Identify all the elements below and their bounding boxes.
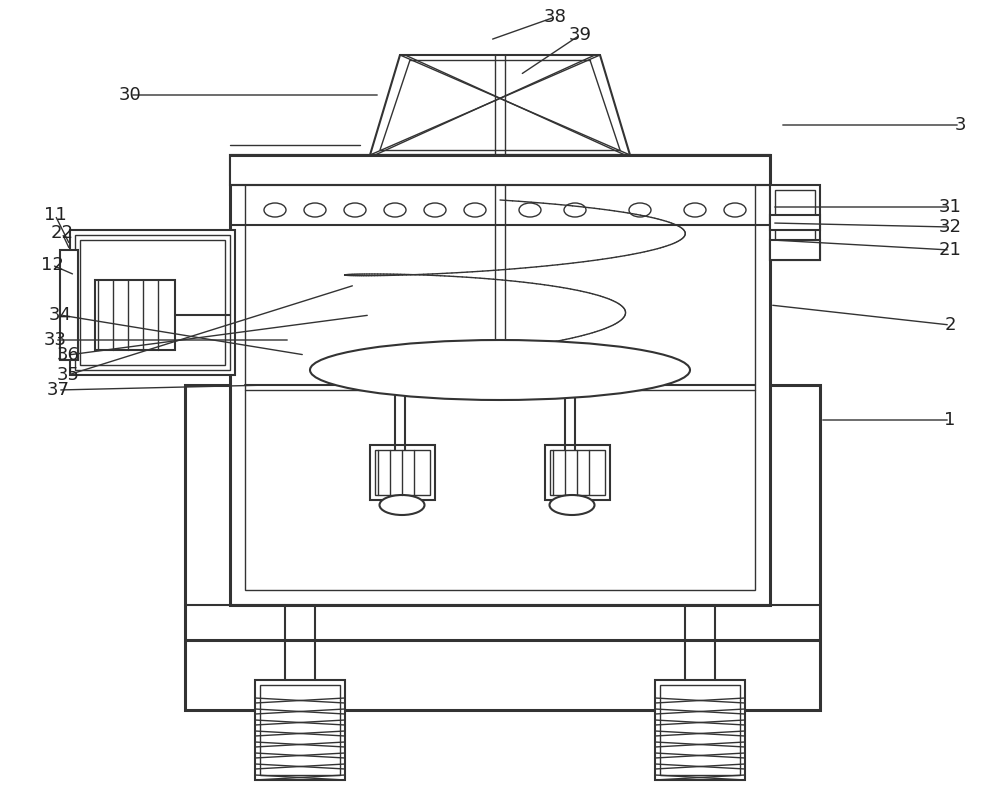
Text: 37: 37 bbox=[46, 381, 70, 399]
Bar bbox=[370, 370, 430, 390]
Text: 12: 12 bbox=[41, 256, 63, 274]
Bar bbox=[260, 685, 340, 775]
Ellipse shape bbox=[464, 203, 486, 217]
Text: 38: 38 bbox=[544, 8, 566, 26]
Bar bbox=[770, 215, 820, 230]
Bar bbox=[185, 385, 820, 710]
Text: 21: 21 bbox=[939, 241, 961, 259]
Text: 22: 22 bbox=[50, 224, 74, 242]
Ellipse shape bbox=[724, 203, 746, 217]
Text: 1: 1 bbox=[944, 411, 956, 429]
Ellipse shape bbox=[564, 203, 586, 217]
Bar bbox=[550, 450, 605, 495]
Ellipse shape bbox=[424, 203, 446, 217]
Ellipse shape bbox=[684, 203, 706, 217]
Bar bbox=[230, 155, 770, 185]
Bar bbox=[655, 680, 745, 780]
Bar bbox=[255, 680, 345, 780]
Text: 32: 32 bbox=[938, 218, 962, 236]
Ellipse shape bbox=[519, 203, 541, 217]
Ellipse shape bbox=[304, 203, 326, 217]
Bar bbox=[60, 250, 78, 360]
Ellipse shape bbox=[550, 495, 594, 515]
Bar bbox=[230, 155, 770, 605]
Text: 35: 35 bbox=[56, 366, 80, 384]
Bar bbox=[245, 170, 755, 590]
Text: 33: 33 bbox=[44, 331, 66, 349]
Ellipse shape bbox=[344, 203, 366, 217]
Bar bbox=[770, 185, 820, 260]
Text: 39: 39 bbox=[568, 26, 592, 44]
Text: 3: 3 bbox=[954, 116, 966, 134]
Bar bbox=[770, 240, 820, 260]
Text: 2: 2 bbox=[944, 316, 956, 334]
Ellipse shape bbox=[384, 203, 406, 217]
Text: 31: 31 bbox=[939, 198, 961, 216]
Ellipse shape bbox=[629, 203, 651, 217]
Text: 30: 30 bbox=[119, 86, 141, 104]
Bar bbox=[95, 280, 175, 350]
Bar bbox=[370, 445, 435, 500]
Bar bbox=[70, 230, 235, 375]
Bar bbox=[80, 240, 225, 365]
Bar bbox=[775, 190, 815, 255]
Bar bbox=[75, 235, 230, 370]
Text: 34: 34 bbox=[48, 306, 72, 324]
Bar bbox=[375, 450, 430, 495]
Text: 36: 36 bbox=[57, 346, 79, 364]
Bar bbox=[545, 370, 605, 390]
Bar bbox=[660, 685, 740, 775]
Ellipse shape bbox=[380, 495, 424, 515]
Ellipse shape bbox=[310, 340, 690, 400]
Bar bbox=[545, 445, 610, 500]
Ellipse shape bbox=[264, 203, 286, 217]
Text: 11: 11 bbox=[44, 206, 66, 224]
